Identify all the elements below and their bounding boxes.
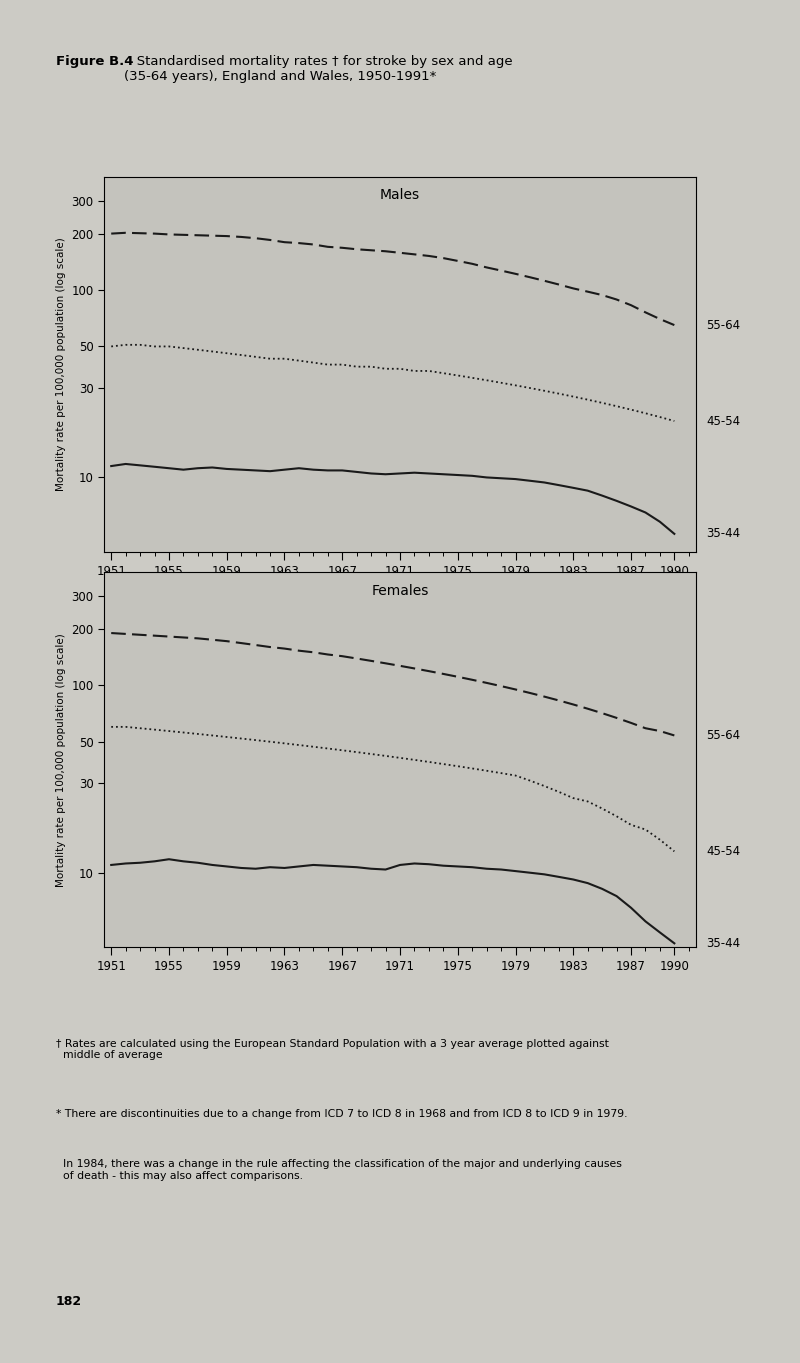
Text: * There are discontinuities due to a change from ICD 7 to ICD 8 in 1968 and from: * There are discontinuities due to a cha…	[56, 1109, 627, 1119]
Text: 45-54: 45-54	[706, 414, 740, 428]
Text: 55-64: 55-64	[706, 729, 740, 741]
Text: 55-64: 55-64	[706, 319, 740, 331]
Text: In 1984, there was a change in the rule affecting the classification of the majo: In 1984, there was a change in the rule …	[56, 1159, 622, 1180]
Text: Females: Females	[371, 583, 429, 598]
Y-axis label: Mortality rate per 100,000 population (log scale): Mortality rate per 100,000 population (l…	[56, 632, 66, 887]
Text: Standardised mortality rates † for stroke by sex and age
(35-64 years), England : Standardised mortality rates † for strok…	[124, 55, 513, 83]
Text: Figure B.4: Figure B.4	[56, 55, 134, 68]
Text: 182: 182	[56, 1295, 82, 1308]
Text: 45-54: 45-54	[706, 845, 740, 857]
Text: 35-44: 35-44	[706, 936, 740, 950]
Text: 35-44: 35-44	[706, 527, 740, 540]
Text: Males: Males	[380, 188, 420, 203]
Text: † Rates are calculated using the European Standard Population with a 3 year aver: † Rates are calculated using the Europea…	[56, 1039, 609, 1060]
Y-axis label: Mortality rate per 100,000 population (log scale): Mortality rate per 100,000 population (l…	[56, 237, 66, 492]
